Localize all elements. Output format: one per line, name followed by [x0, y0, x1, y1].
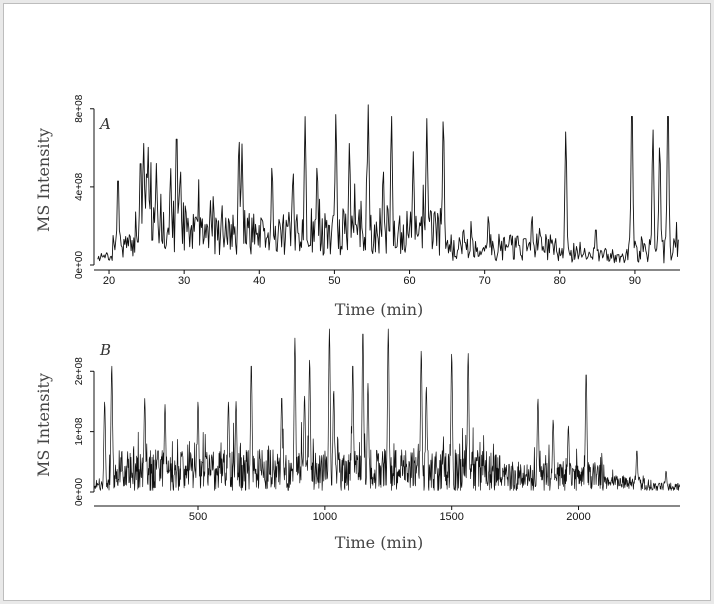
panel-a-y-axis: 0e+00 4e+08 8e+08 [74, 94, 95, 280]
x-tick-label: 1500 [439, 511, 463, 523]
x-tick-label: 20 [103, 275, 115, 287]
x-tick-label: 60 [403, 275, 415, 287]
panel-b-x-axis: 500 1000 1500 2000 [94, 505, 680, 523]
panel-a-y-axis-title: MS Intensity [34, 128, 53, 232]
panel-a-label: A [98, 115, 111, 133]
y-tick-label: 4e+08 [74, 172, 85, 201]
x-tick-label: 40 [253, 275, 265, 287]
panel-b-label: B [99, 341, 111, 359]
x-tick-label: 30 [178, 275, 190, 287]
panel-a: A 0e+00 4e+08 8e+08 20 30 40 50 60 70 80 90 Time … [34, 94, 680, 319]
panel-b-y-axis: 0e+00 1e+08 2e+08 [74, 357, 95, 507]
x-tick-label: 80 [554, 275, 566, 287]
x-tick-label: 90 [629, 275, 641, 287]
panel-a-x-axis-title: Time (min) [335, 300, 424, 319]
panel-b-series [93, 328, 681, 491]
y-tick-label: 0e+00 [74, 251, 85, 280]
x-tick-label: 50 [328, 275, 340, 287]
x-tick-label: 500 [189, 511, 207, 523]
panel-b-x-axis-title: Time (min) [335, 533, 424, 552]
panel-b-y-axis-title: MS Intensity [34, 373, 53, 477]
y-tick-label: 1e+08 [74, 417, 85, 446]
x-tick-label: 2000 [566, 511, 590, 523]
figure-frame: A 0e+00 4e+08 8e+08 20 30 40 50 60 70 80 90 Time … [3, 3, 711, 601]
chart-figure: A 0e+00 4e+08 8e+08 20 30 40 50 60 70 80 90 Time … [34, 94, 681, 552]
y-tick-label: 0e+00 [74, 478, 85, 507]
ms-intensity-trace [97, 104, 679, 264]
y-tick-label: 2e+08 [74, 357, 85, 386]
x-tick-label: 70 [479, 275, 491, 287]
panel-a-series [97, 104, 679, 264]
ms-intensity-trace [93, 328, 681, 491]
panel-b: B 0e+00 1e+08 2e+08 500 1000 1500 2000 Time (… [34, 328, 681, 552]
x-tick-label: 1000 [313, 511, 337, 523]
y-tick-label: 8e+08 [74, 94, 85, 123]
panel-a-x-axis: 20 30 40 50 60 70 80 90 [94, 269, 680, 287]
